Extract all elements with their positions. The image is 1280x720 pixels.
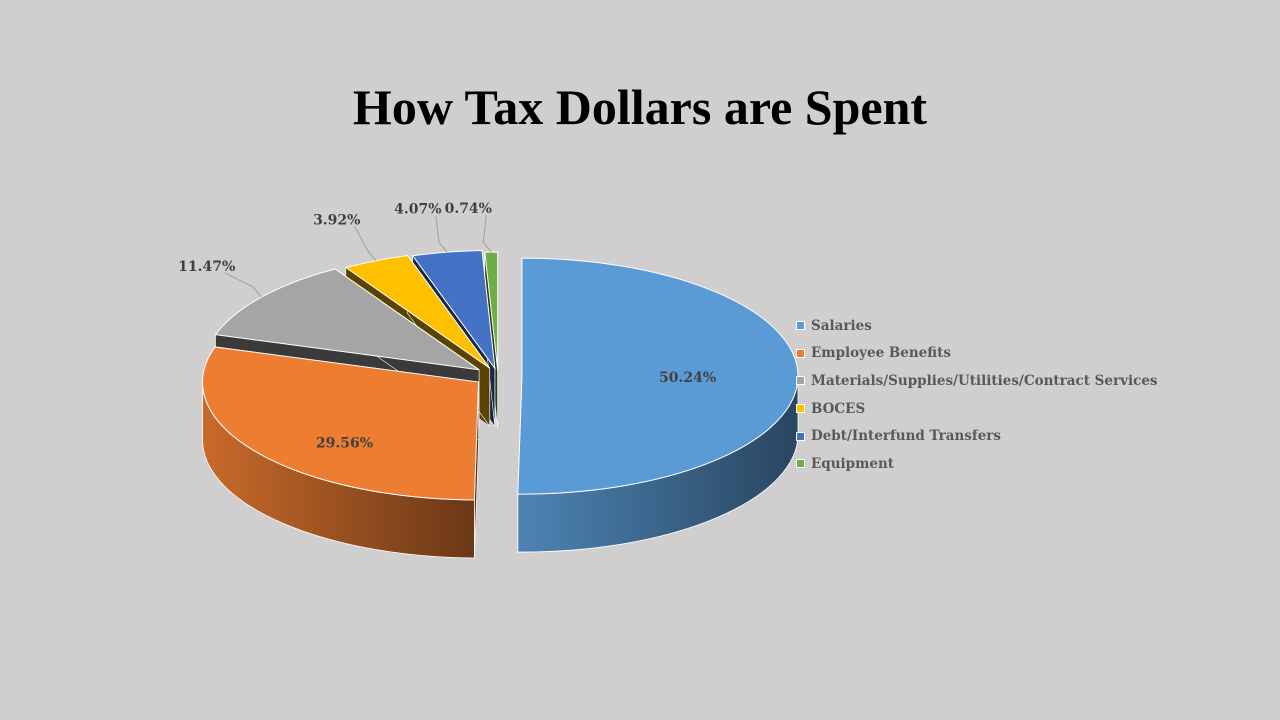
pie-data-label-2: 11.47% xyxy=(178,259,235,275)
pie-data-label-5: 0.74% xyxy=(445,201,492,217)
legend-swatch xyxy=(796,459,805,469)
pie-slice-1 xyxy=(202,346,480,501)
legend-item: Debt/Interfund Transfers xyxy=(796,422,1158,450)
legend-label: Employee Benefits xyxy=(811,345,951,362)
legend-swatch xyxy=(796,376,805,386)
pie-data-label-0: 50.24% xyxy=(659,370,716,386)
pie-leader-line-4 xyxy=(435,215,448,253)
chart-legend: Salaries Employee Benefits Materials/Suppl… xyxy=(796,312,1158,478)
pie-data-label-4: 4.07% xyxy=(394,202,441,218)
pie-slice-5 xyxy=(484,251,499,371)
legend-item: Equipment xyxy=(796,450,1158,478)
legend-label: Materials/Supplies/Utilities/Contract Se… xyxy=(811,372,1158,389)
legend-swatch xyxy=(796,404,805,414)
legend-label: BOCES xyxy=(811,400,866,417)
pie-data-label-1: 29.56% xyxy=(316,435,373,451)
pie-slice-2 xyxy=(214,268,480,371)
chart-title: How Tax Dollars are Spent xyxy=(352,79,928,135)
legend-item: BOCES xyxy=(796,395,1158,423)
legend-swatch xyxy=(796,321,805,331)
legend-swatch xyxy=(796,431,805,441)
legend-swatch xyxy=(796,348,805,358)
pie-data-label-3: 3.92% xyxy=(313,213,360,229)
legend-label: Debt/Interfund Transfers xyxy=(811,428,1001,445)
pie-slice-3 xyxy=(344,255,491,369)
legend-item: Employee Benefits xyxy=(796,340,1158,368)
pie-leader-line-3 xyxy=(354,226,377,262)
legend-label: Equipment xyxy=(811,455,895,472)
pie-leader-line-2 xyxy=(224,272,262,298)
legend-item: Salaries xyxy=(796,312,1158,340)
legend-label: Salaries xyxy=(811,317,872,334)
pie-leader-line-5 xyxy=(482,214,492,253)
legend-item: Materials/Supplies/Utilities/Contract Se… xyxy=(796,367,1158,395)
